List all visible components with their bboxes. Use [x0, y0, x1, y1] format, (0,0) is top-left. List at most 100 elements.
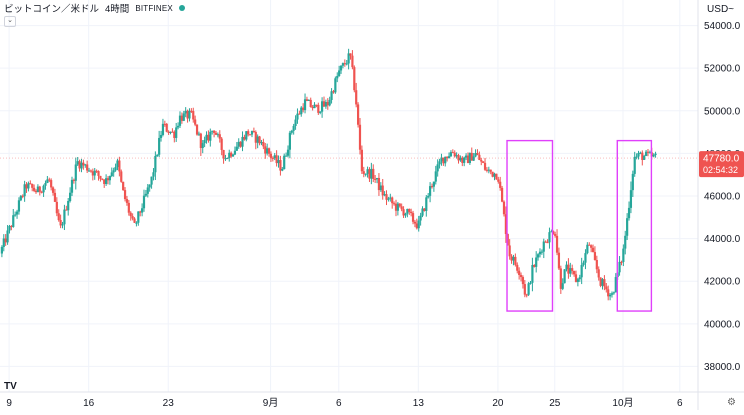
candle-body — [248, 134, 252, 136]
candle-body — [425, 197, 428, 211]
candle-body — [288, 132, 291, 150]
exchange-label: BITFINEX — [135, 3, 173, 13]
candle-body — [42, 185, 45, 193]
symbol-header[interactable]: ビットコイン／米ドル 4時間 BITFINEX — [4, 1, 185, 15]
candle-body — [576, 279, 579, 282]
candle-body — [355, 90, 358, 105]
candle-body — [300, 107, 303, 115]
candle-body — [182, 113, 185, 121]
candle-body — [317, 104, 320, 113]
candle-body — [499, 181, 502, 188]
candle-body — [148, 184, 151, 188]
candle-body — [135, 222, 138, 224]
candle-body — [415, 223, 418, 229]
candle-body — [338, 70, 341, 76]
candle-body — [590, 245, 593, 248]
candle-body — [205, 134, 208, 141]
candle-body — [103, 179, 106, 184]
candle-body — [436, 164, 439, 172]
candle-body — [292, 125, 295, 131]
candle-body — [163, 123, 166, 125]
candle-body — [364, 173, 367, 175]
candle-body — [0, 246, 3, 254]
candle-body — [427, 195, 430, 198]
candle-body — [381, 185, 384, 196]
candle-body — [127, 202, 130, 213]
candle-body — [29, 183, 32, 185]
price-tick-label: 54000.0 — [704, 21, 741, 32]
candle-body — [554, 234, 557, 236]
candle-body — [122, 181, 125, 191]
candle-body — [591, 247, 595, 253]
candle-body — [40, 191, 43, 193]
candle-body — [169, 131, 172, 133]
highlight-box — [506, 139, 554, 312]
current-price-value: 47780.0 — [703, 154, 740, 165]
candle-body — [627, 207, 631, 219]
candle-body — [624, 235, 627, 249]
candle-body — [493, 173, 496, 177]
candle-body — [565, 264, 568, 270]
candle-body — [472, 156, 475, 161]
candle-body — [120, 171, 123, 182]
currency-selector[interactable]: USD~ — [707, 4, 734, 15]
candle-body — [277, 160, 280, 164]
candle-body — [654, 153, 657, 156]
candle-body — [557, 252, 561, 269]
candle-body — [298, 113, 301, 115]
candle-body — [417, 220, 420, 229]
candle-body — [294, 119, 297, 126]
candle-body — [14, 214, 17, 216]
candle-body — [374, 178, 377, 180]
candle-body — [607, 289, 610, 297]
candle-body — [101, 178, 104, 180]
candle-body — [319, 111, 322, 113]
candle-body — [476, 153, 479, 155]
candle-body — [646, 151, 650, 153]
candle-body — [67, 201, 70, 211]
candle-body — [406, 208, 409, 214]
candle-body — [95, 170, 98, 172]
candle-body — [89, 170, 93, 172]
candle-body — [320, 101, 324, 112]
candle-body — [262, 142, 265, 147]
candle-body — [106, 178, 110, 181]
candle-body — [311, 106, 314, 109]
time-tick-label: 6 — [336, 398, 342, 409]
candle-body — [434, 171, 437, 182]
candle-body — [631, 173, 634, 191]
candle-body — [226, 158, 229, 160]
candle-body — [50, 180, 53, 188]
candle-body — [408, 208, 411, 212]
candle-body — [118, 160, 121, 172]
candle-body — [8, 225, 11, 231]
candle-body — [178, 115, 182, 126]
candle-body — [211, 130, 214, 132]
candle-body — [218, 134, 221, 139]
settings-gear-icon[interactable]: ⚙ — [727, 397, 736, 408]
candle-body — [38, 186, 41, 192]
candle-body — [57, 213, 60, 221]
candle-body — [284, 155, 288, 157]
candle-body — [110, 172, 113, 177]
candle-body — [10, 225, 13, 227]
collapse-legend-button[interactable]: ⌄ — [4, 16, 16, 27]
candle-body — [63, 209, 66, 225]
candle-body — [84, 164, 87, 166]
candle-body — [387, 198, 390, 200]
candle-body — [161, 123, 165, 135]
candle-body — [91, 171, 94, 176]
candle-body — [620, 261, 623, 263]
candle-body — [487, 169, 490, 171]
candle-body — [411, 213, 415, 222]
candle-body — [349, 53, 352, 56]
candle-body — [572, 270, 576, 275]
candle-body — [482, 161, 485, 163]
candle-body — [61, 224, 64, 226]
time-tick-label: 25 — [549, 398, 561, 409]
candle-body — [341, 63, 345, 66]
candle-body — [514, 256, 517, 265]
candle-body — [432, 181, 435, 187]
